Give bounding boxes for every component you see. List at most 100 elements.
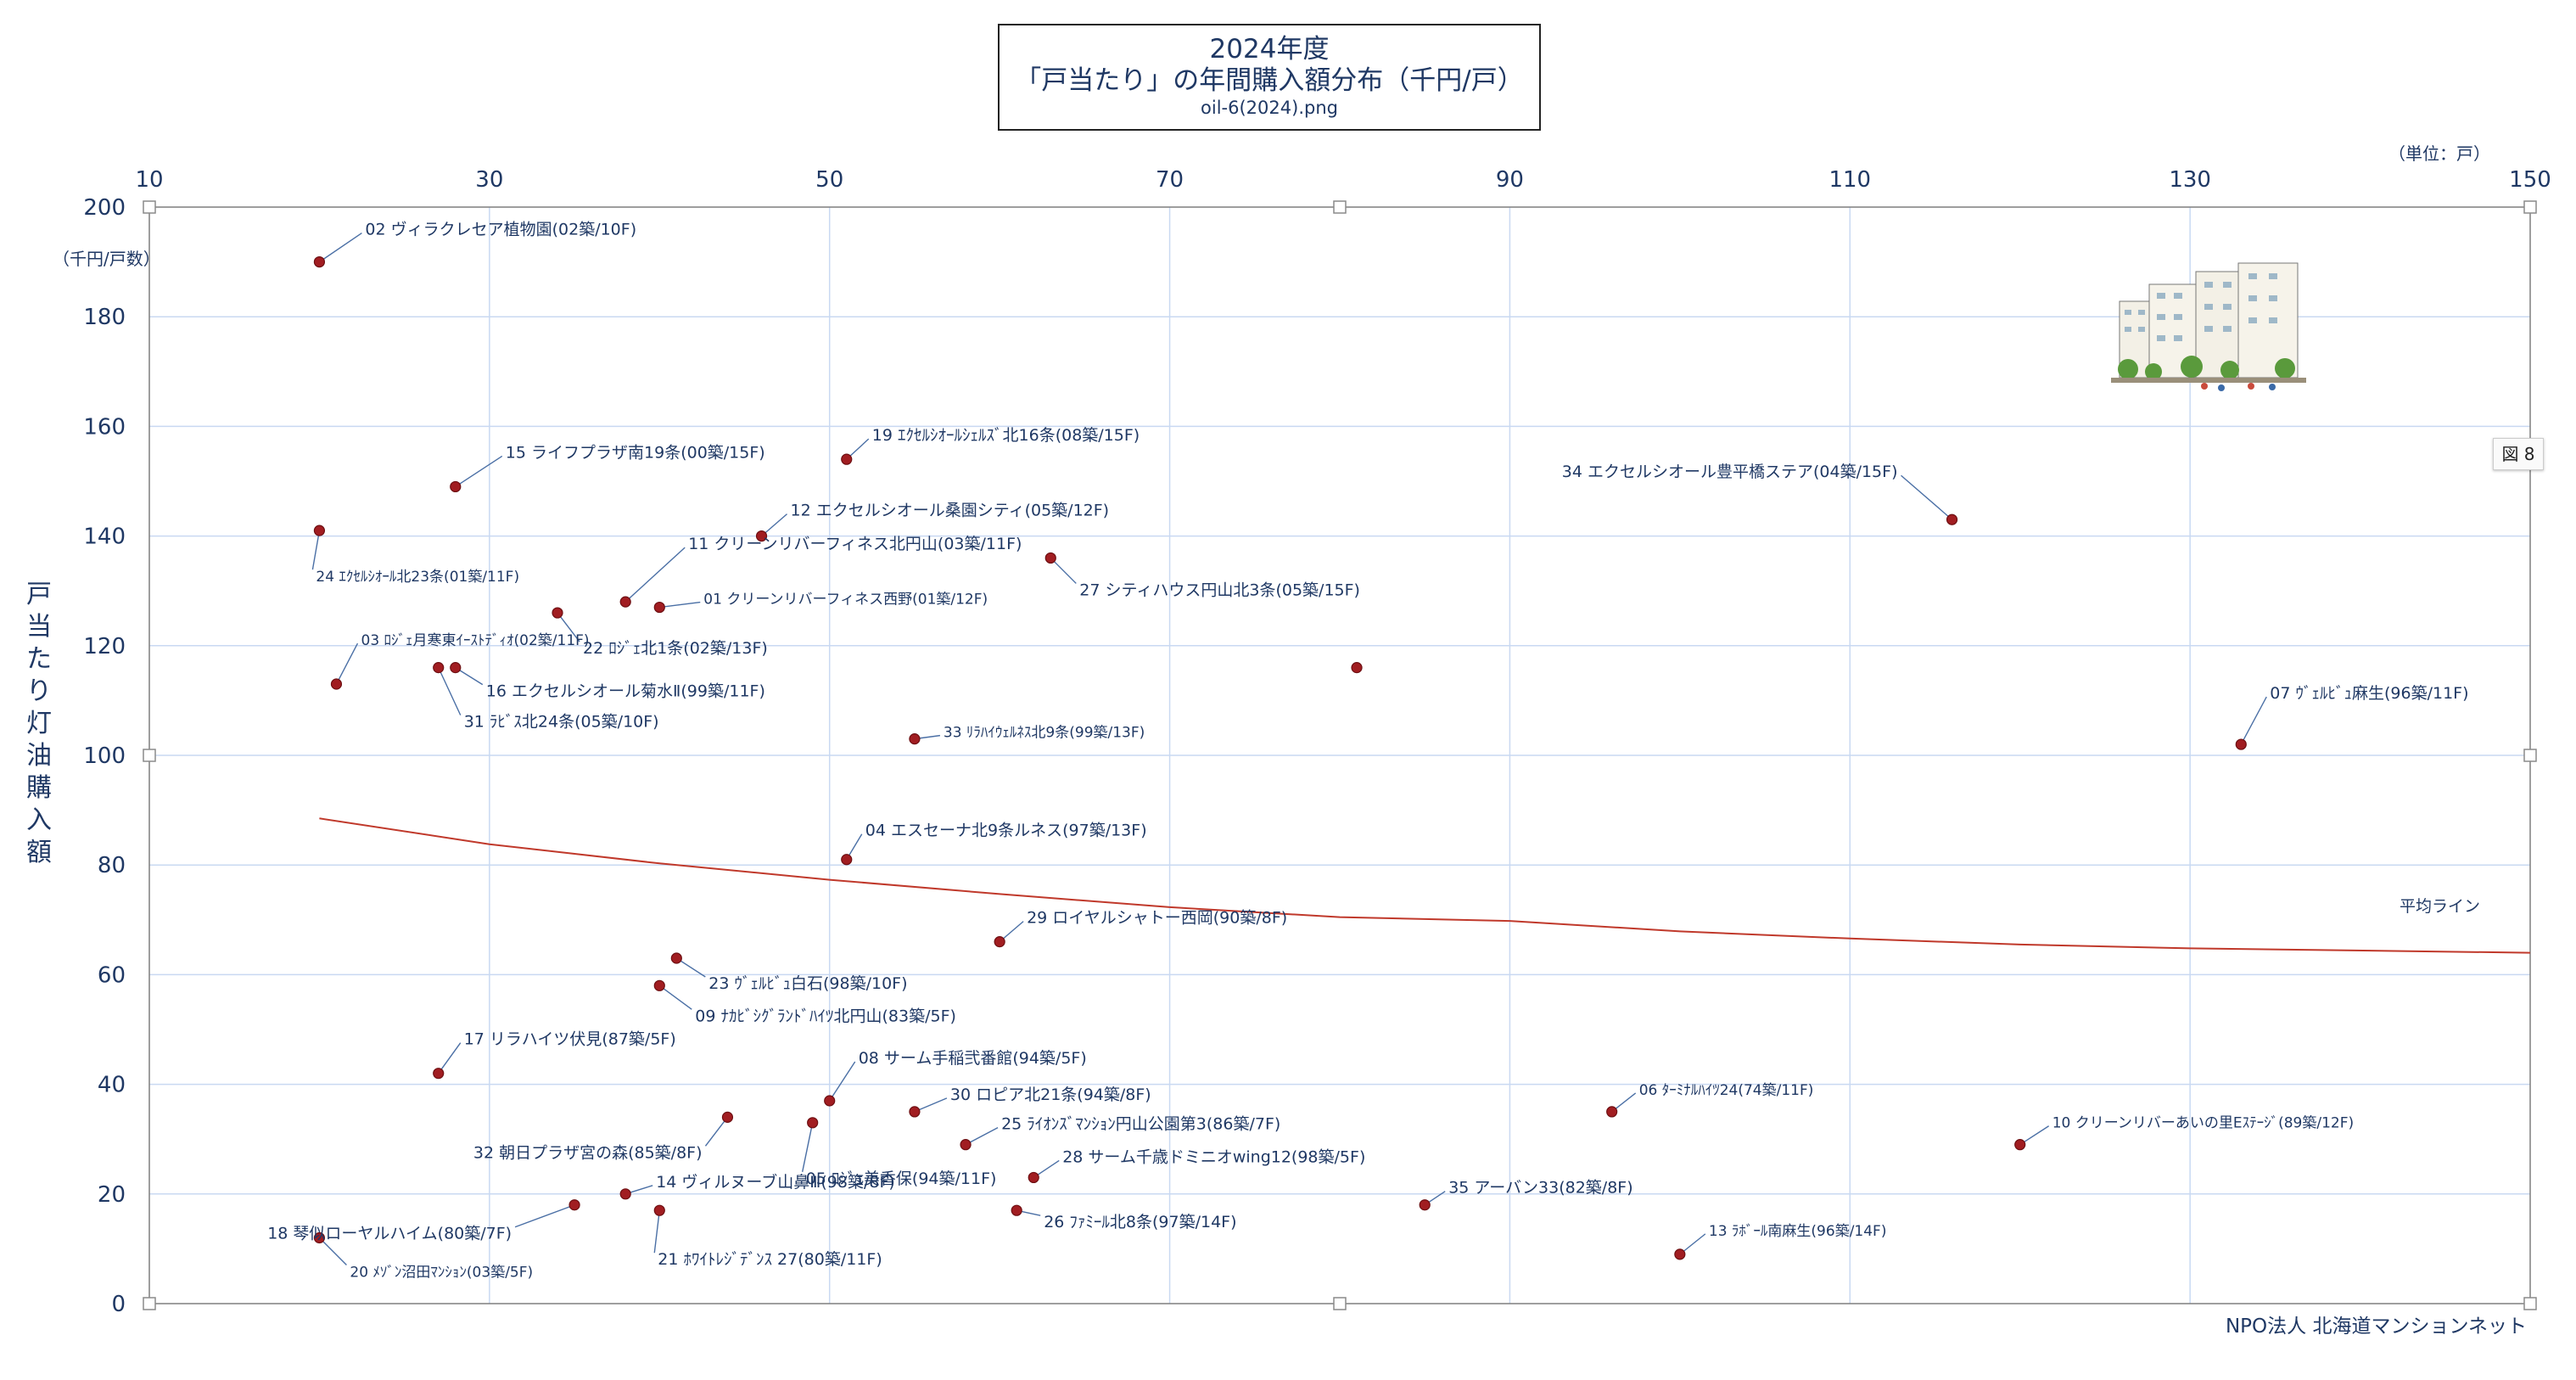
- chart-title-box: 2024年度 「戸当たり」の年間購入額分布（千円/戸） oil-6(2024).…: [998, 24, 1541, 131]
- x-tick-label: 110: [1828, 167, 1871, 193]
- frame-handle: [143, 749, 156, 762]
- point-label: 22 ﾛｼﾞｪ北1条(02築/13F): [583, 639, 768, 658]
- data-point: [1946, 513, 1958, 525]
- data-point: [653, 1204, 665, 1216]
- data-point: [313, 525, 326, 536]
- data-point: [1028, 1171, 1039, 1184]
- point-label: 03 ﾛｼﾞｪ月寒東ｲｰｽﾄﾃﾞｨｵ(02築/11F): [361, 632, 590, 649]
- x-tick-label: 130: [2169, 167, 2211, 193]
- y-axis-title-char: 入: [26, 805, 52, 835]
- grid-lines: [149, 207, 2530, 1304]
- x-tick-label: 10: [135, 167, 163, 193]
- data-point: [433, 1068, 445, 1080]
- data-point: [755, 530, 768, 542]
- trend-label: 平均ライン: [2400, 897, 2480, 916]
- chart-title-year: 2024年度: [1209, 34, 1330, 65]
- y-axis-title-char: 購: [26, 773, 52, 803]
- point-label: 27 シティハウス円山北3条(05築/15F): [1079, 581, 1360, 599]
- data-point: [653, 601, 665, 614]
- footer-credit: NPO法人 北海道マンションネット: [2226, 1315, 2527, 1338]
- data-point: [909, 733, 921, 745]
- y-axis-title-char: 油: [26, 741, 52, 771]
- x-tick-label: 50: [815, 167, 843, 193]
- y-axis-title-char: り: [26, 676, 52, 706]
- point-label: 33 ﾘﾗﾊｲｳｪﾙﾈｽ北9条(99築/13F): [944, 725, 1145, 742]
- plot-frame: [143, 200, 2537, 1310]
- point-label: 17 リラハイツ伏見(87築/5F): [464, 1030, 676, 1049]
- chart-title-filename: oil-6(2024).png: [1201, 98, 1338, 118]
- y-tick-label: 100: [83, 743, 126, 769]
- frame-handle: [1333, 1297, 1347, 1310]
- y-axis-title: 戸当たり灯油購入額: [26, 580, 52, 867]
- point-label: 31 ﾗﾋﾞｽ北24条(05築/10F): [464, 713, 659, 732]
- point-label: 28 サーム千歳ドミニオwing12(98築/5F): [1062, 1147, 1365, 1166]
- trend-line-group: [319, 817, 2531, 954]
- point-label: 18 琴似ローヤルハイム(80築/7F): [267, 1225, 512, 1243]
- frame-handle: [2523, 1297, 2537, 1310]
- data-points: [313, 256, 2247, 1260]
- data-point: [313, 256, 326, 268]
- data-point: [841, 453, 853, 465]
- leader-line: [761, 513, 788, 537]
- apartment-illustration-icon: [2111, 262, 2306, 391]
- data-point: [568, 1199, 580, 1211]
- point-label: 14 ヴィルヌーブ山鼻Ⅲ(98築/8F): [656, 1172, 895, 1192]
- y-axis-title-char: 当: [26, 612, 52, 642]
- leader-line: [2240, 696, 2267, 745]
- frame-handle: [2523, 749, 2537, 762]
- leader-line: [801, 1122, 814, 1172]
- leader-line: [455, 455, 503, 488]
- frame-handle: [143, 200, 156, 214]
- data-point: [721, 1111, 734, 1123]
- data-point: [1011, 1204, 1022, 1216]
- point-label: 25 ﾗｲｵﾝｽﾞﾏﾝｼｮﾝ円山公園第3(86築/7F): [1001, 1115, 1280, 1134]
- point-label: 10 クリーンリバーあいの里Eｽﾃｰｼﾞ(89築/12F): [2052, 1115, 2354, 1132]
- y-axis-title-char: た: [26, 644, 52, 674]
- data-point: [807, 1117, 819, 1129]
- leader-line: [829, 1061, 856, 1102]
- y-axis-title-char: 戸: [26, 580, 52, 609]
- point-label: 34 エクセルシオール豊平橋ステア(04築/15F): [1562, 463, 1898, 481]
- data-point: [1606, 1106, 1618, 1118]
- x-tick-label: 90: [1496, 167, 1524, 193]
- y-tick-label: 200: [83, 195, 126, 221]
- point-label: 23 ｳﾞｪﾙﾋﾞｭ白石(98築/10F): [708, 974, 907, 993]
- point-label: 15 ライフプラザ南19条(00築/15F): [506, 444, 765, 463]
- leader-line: [319, 233, 362, 263]
- data-point: [670, 952, 682, 964]
- y-tick-label: 120: [83, 634, 126, 659]
- leader-line: [675, 957, 706, 978]
- data-point: [313, 1231, 326, 1244]
- tick-labels: 10 30 50 70 90 110 130 150 0 20 40 60 80 100 120 140 160…: [83, 167, 2551, 1317]
- figure-tag: 図 8: [2493, 438, 2544, 470]
- data-point: [1351, 662, 1363, 674]
- data-point: [1674, 1248, 1686, 1260]
- point-label: 29 ロイヤルシャトー西岡(90築/8F): [1027, 909, 1287, 928]
- y-unit-label: （千円/戸数）: [53, 249, 160, 269]
- leader-lines: [311, 233, 2267, 1265]
- point-label: 06 ﾀｰﾐﾅﾙﾊｲﾂ24(74築/11F): [1639, 1082, 1814, 1099]
- point-label: 16 エクセルシオール菊水Ⅱ(99築/11F): [486, 682, 765, 701]
- data-point: [1419, 1199, 1431, 1211]
- point-label: 01 クリーンリバーフィネス西野(01築/12F): [703, 592, 988, 609]
- leader-line: [659, 601, 701, 609]
- point-label: 24 ｴｸｾﾙｼｵｰﾙ北23条(01築/11F): [316, 569, 519, 586]
- point-label: 09 ﾅｶﾋﾞｼｸﾞﾗﾝﾄﾞﾊｲﾂ北円山(83築/5F): [695, 1007, 956, 1025]
- y-axis-title-char: 灯: [26, 709, 52, 738]
- trend-line: [319, 817, 2531, 954]
- point-labels: 02 ヴィラクレセア植物園(02築/10F) 03 ﾛｼﾞｪ月寒東ｲｰｽﾄﾃﾞｨｵ…: [267, 221, 2468, 1282]
- data-point: [994, 936, 1005, 948]
- y-tick-label: 80: [98, 853, 126, 878]
- data-point: [450, 662, 462, 674]
- data-point: [824, 1095, 836, 1107]
- data-point: [619, 1188, 631, 1200]
- point-label: 19 ｴｸｾﾙｼｵｰﾙｼｪﾙｽﾞ北16条(08築/15F): [872, 426, 1140, 445]
- data-point: [619, 596, 631, 608]
- point-label: 04 エスセーナ北9条ルネス(97築/13F): [865, 822, 1147, 840]
- data-point: [450, 480, 462, 493]
- data-point: [433, 662, 445, 674]
- point-label: 02 ヴィラクレセア植物園(02築/10F): [365, 221, 636, 239]
- data-point: [552, 607, 563, 619]
- leader-line: [624, 547, 686, 603]
